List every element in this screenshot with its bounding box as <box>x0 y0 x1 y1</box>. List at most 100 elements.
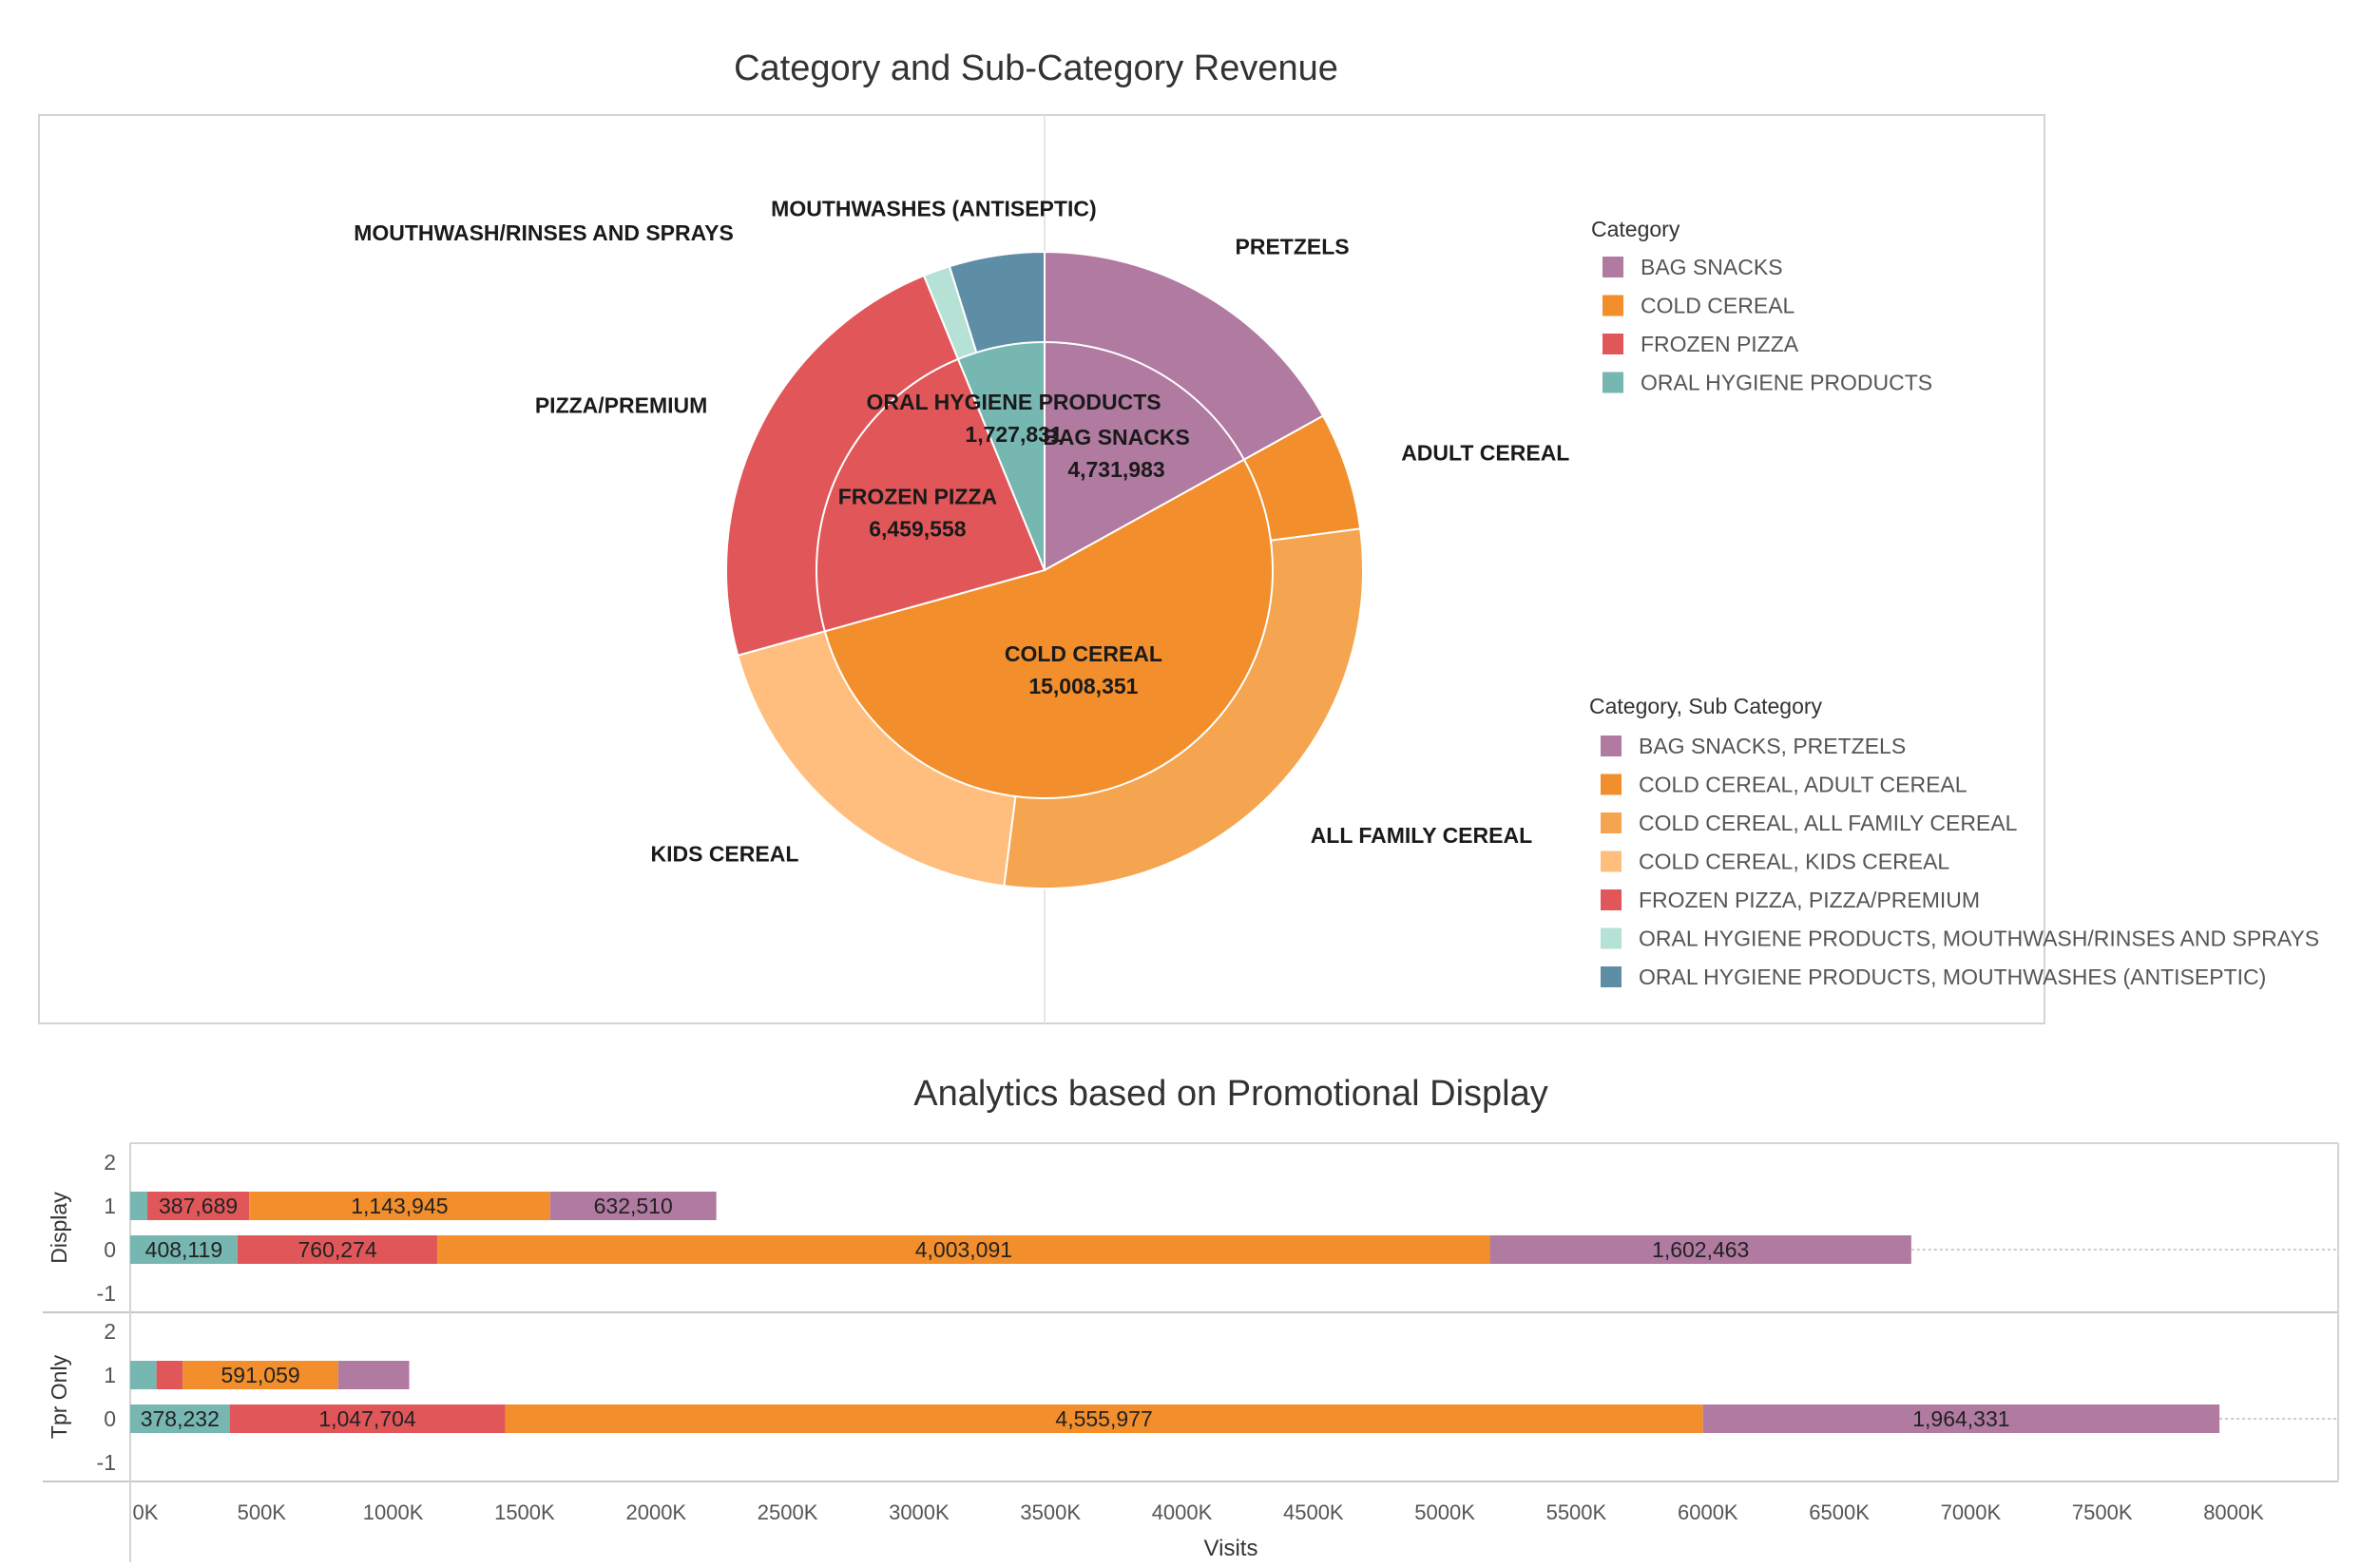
bar-value-tpr-only-1-2: 591,059 <box>221 1363 300 1387</box>
y-tick-display-0: 2 <box>104 1150 116 1175</box>
outer-label-pretzels: PRETZELS <box>1236 235 1350 259</box>
legend-category-swatch-frozen-pizza <box>1603 334 1623 354</box>
legend-subcategory-item-frozen-pizza-pizza-premium: FROZEN PIZZA, PIZZA/PREMIUM <box>1639 888 1980 912</box>
legend-subcategory-swatch-cold-cereal-kids-cereal <box>1601 850 1622 872</box>
bar-value-display-0-2: 4,003,091 <box>915 1237 1012 1262</box>
legend-category-title: Category <box>1591 217 1680 241</box>
x-tick-4: 2000K <box>625 1500 686 1524</box>
inner-label-oral-hygiene-products: ORAL HYGIENE PRODUCTS <box>867 390 1161 414</box>
pie-chart-title: Category and Sub-Category Revenue <box>734 48 1338 88</box>
bar-value-display-1-2: 1,143,945 <box>351 1194 448 1218</box>
y-tick-tpr-only-3: -1 <box>97 1450 116 1475</box>
bar-value-display-0-0: 408,119 <box>145 1237 222 1262</box>
inner-slice-frozen-pizza <box>816 357 1046 633</box>
x-tick-7: 3500K <box>1020 1500 1081 1524</box>
legend-subcategory-item-cold-cereal-kids-cereal: COLD CEREAL, KIDS CEREAL <box>1639 850 1949 874</box>
inner-slice-oral-hygiene-products <box>956 340 1046 571</box>
outer-label-mouthwashes-antiseptic: MOUTHWASHES (ANTISEPTIC) <box>771 196 1096 220</box>
legend-subcategory-item-bag-snacks-pretzels: BAG SNACKS, PRETZELS <box>1639 734 1906 758</box>
x-tick-2: 1000K <box>363 1500 424 1524</box>
legend-subcategory-item-cold-cereal-adult-cereal: COLD CEREAL, ADULT CEREAL <box>1639 773 1967 797</box>
x-tick-5: 2500K <box>758 1500 818 1524</box>
y-tick-tpr-only-0: 2 <box>104 1319 116 1344</box>
bar-segment-tpr-only-1-0 <box>130 1361 157 1389</box>
outer-label-adult-cereal: ADULT CEREAL <box>1401 440 1569 465</box>
legend-subcategory: Category, Sub Category BAG SNACKS, PRETZ… <box>1589 694 2319 989</box>
bar-chart: Display 2 1 0 -1 387,689 1,143,945 632,510 408,1… <box>43 1142 2339 1562</box>
y-tick-display-3: -1 <box>97 1281 116 1306</box>
panel-label-display: Display <box>47 1192 71 1264</box>
bar-segment-tpr-only-1-3 <box>337 1361 410 1389</box>
legend-subcategory-swatch-cold-cereal-all-family-cereal <box>1601 812 1622 833</box>
bar-chart-title: Analytics based on Promotional Display <box>913 1074 1547 1114</box>
bar-segment-tpr-only-1-1 <box>156 1361 183 1389</box>
bar-segment-display-0-0 <box>130 1235 238 1264</box>
x-tick-15: 7500K <box>2072 1500 2133 1524</box>
y-tick-tpr-only-1: 1 <box>104 1363 116 1387</box>
inner-slice-bag-snacks <box>1044 340 1246 572</box>
inner-slice-cold-cereal <box>823 458 1274 799</box>
bar-segment-display-1-3 <box>549 1192 717 1220</box>
legend-subcategory-swatch-cold-cereal-adult-cereal <box>1601 774 1622 795</box>
inner-value-cold-cereal: 15,008,351 <box>1028 674 1138 698</box>
inner-label-frozen-pizza: FROZEN PIZZA <box>838 485 997 509</box>
x-tick-8: 4000K <box>1152 1500 1213 1524</box>
legend-subcategory-swatch-oral-hygiene-products-mouthwashes-antiseptic <box>1601 966 1622 987</box>
x-tick-11: 5500K <box>1546 1500 1607 1524</box>
pie-outer-labels: PRETZELS ADULT CEREAL ALL FAMILY CEREAL KID… <box>354 196 1569 866</box>
pie-chart-frame <box>38 114 2045 1024</box>
bar-segment-display-0-1 <box>237 1235 438 1264</box>
x-tick-13: 6500K <box>1809 1500 1870 1524</box>
bar-value-display-0-3: 1,602,463 <box>1652 1237 1749 1262</box>
panel-label-tpr-only: Tpr Only <box>47 1354 71 1439</box>
legend-subcategory-swatch-oral-hygiene-products-mouthwash-rinses-and-sprays <box>1601 927 1622 949</box>
bar-segment-tpr-only-0-3 <box>1702 1405 2220 1433</box>
inner-label-cold-cereal: COLD CEREAL <box>1005 641 1162 666</box>
bar-segment-display-1-0 <box>130 1192 147 1220</box>
x-tick-10: 5000K <box>1414 1500 1475 1524</box>
x-axis-label: Visits <box>1204 1536 1258 1561</box>
bar-segment-display-0-2 <box>437 1235 1490 1264</box>
x-tick-1: 500K <box>238 1500 287 1524</box>
bar-segment-tpr-only-0-0 <box>130 1405 230 1433</box>
legend-category-item-frozen-pizza: FROZEN PIZZA <box>1641 332 1799 356</box>
pie-inner-ring <box>816 340 1274 799</box>
legend-category-item-cold-cereal: COLD CEREAL <box>1641 294 1795 318</box>
bar-value-tpr-only-0-0: 378,232 <box>141 1406 220 1431</box>
bar-value-tpr-only-0-3: 1,964,331 <box>1912 1406 2009 1431</box>
x-tick-9: 4500K <box>1283 1500 1344 1524</box>
outer-label-mouthwash-rinses-and-sprays: MOUTHWASH/RINSES AND SPRAYS <box>354 220 734 245</box>
x-tick-14: 7000K <box>1941 1500 2002 1524</box>
bar-segment-display-1-1 <box>146 1192 250 1220</box>
legend-subcategory-swatch-bag-snacks-pretzels <box>1601 736 1622 756</box>
x-tick-16: 8000K <box>2203 1500 2264 1524</box>
inner-value-oral-hygiene-products: 1,727,831 <box>965 422 1063 447</box>
x-tick-0: 0K <box>133 1500 159 1524</box>
legend-category-item-oral-hygiene-products: ORAL HYGIENE PRODUCTS <box>1641 371 1932 395</box>
x-tick-6: 3000K <box>889 1500 950 1524</box>
x-tick-12: 6000K <box>1678 1500 1738 1524</box>
bar-segment-tpr-only-0-2 <box>505 1405 1703 1433</box>
bar-value-display-1-3: 632,510 <box>594 1194 673 1218</box>
outer-label-kids-cereal: KIDS CEREAL <box>650 842 798 867</box>
y-tick-display-1: 1 <box>104 1194 116 1218</box>
legend-category-swatch-oral-hygiene-products <box>1603 372 1623 393</box>
bar-value-tpr-only-0-2: 4,555,977 <box>1055 1406 1152 1431</box>
outer-label-all-family-cereal: ALL FAMILY CEREAL <box>1311 823 1532 848</box>
legend-category-swatch-bag-snacks <box>1603 257 1623 277</box>
bar-segment-display-1-2 <box>249 1192 550 1220</box>
legend-subcategory-item-cold-cereal-all-family-cereal: COLD CEREAL, ALL FAMILY CEREAL <box>1639 811 2018 835</box>
inner-value-frozen-pizza: 6,459,558 <box>869 517 967 542</box>
bar-value-display-0-1: 760,274 <box>298 1237 377 1262</box>
outer-label-pizza-premium: PIZZA/PREMIUM <box>535 392 707 417</box>
pie-inner-labels: BAG SNACKS 4,731,983 COLD CEREAL 15,008,351… <box>838 390 1190 698</box>
inner-value-bag-snacks: 4,731,983 <box>1067 457 1164 482</box>
y-tick-tpr-only-2: 0 <box>104 1406 116 1431</box>
legend-subcategory-swatch-frozen-pizza-pizza-premium <box>1601 889 1622 910</box>
legend-category: Category BAG SNACKS COLD CEREAL FROZEN PIZ… <box>1591 217 1932 395</box>
x-tick-3: 1500K <box>494 1500 555 1524</box>
legend-subcategory-title: Category, Sub Category <box>1589 694 1823 718</box>
inner-label-bag-snacks: BAG SNACKS <box>1043 425 1190 449</box>
legend-category-swatch-cold-cereal <box>1603 295 1623 316</box>
